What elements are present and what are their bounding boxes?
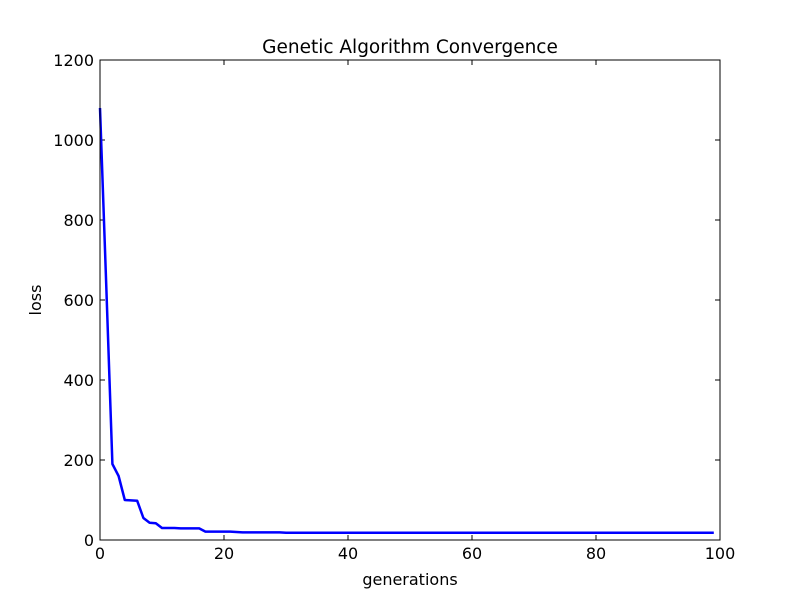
y-tick-label: 1200 [53, 51, 94, 70]
plot-frame [99, 59, 721, 541]
x-axis-ticks: 0 20 40 60 80 100 [95, 60, 735, 563]
y-axis-ticks: 0 200 400 600 800 1000 1200 [53, 51, 720, 550]
chart-title: Genetic Algorithm Convergence [262, 37, 558, 58]
y-tick-label: 0 [84, 531, 94, 550]
y-tick-label: 200 [63, 451, 94, 470]
x-tick-label: 100 [705, 544, 736, 563]
x-tick-label: 80 [586, 544, 606, 563]
y-tick-label: 600 [63, 291, 94, 310]
x-axis-label: generations [362, 570, 457, 589]
y-tick-label: 400 [63, 371, 94, 390]
y-axis-label: loss [26, 285, 45, 316]
plot-area [100, 60, 720, 540]
x-tick-label: 20 [214, 544, 234, 563]
x-tick-label: 60 [462, 544, 482, 563]
series-line [98, 107, 714, 535]
x-tick-label: 40 [338, 544, 358, 563]
y-tick-label: 1000 [53, 131, 94, 150]
x-tick-label: 0 [95, 544, 105, 563]
y-tick-label: 800 [63, 211, 94, 230]
series-layer [98, 107, 714, 535]
